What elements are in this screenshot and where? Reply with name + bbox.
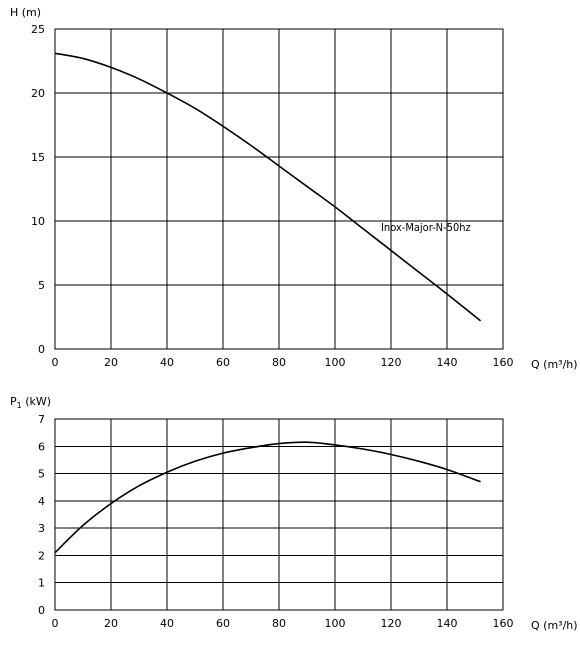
head-y-tick-label: 20 [31, 87, 45, 100]
power-x-tick-label: 80 [272, 617, 286, 630]
power-y-tick-label: 6 [38, 440, 45, 453]
power-x-tick-label: 100 [325, 617, 346, 630]
power-y-axis-label: P1 (kW) [10, 395, 51, 410]
power-x-tick-label: 160 [493, 617, 514, 630]
head-x-tick-label: 40 [160, 356, 174, 369]
power-y-tick-label: 0 [38, 604, 45, 617]
head-x-tick-label: 160 [493, 356, 514, 369]
power-x-tick-label: 20 [104, 617, 118, 630]
head-x-tick-label: 0 [52, 356, 59, 369]
power-y-tick-label: 5 [38, 468, 45, 481]
power-y-tick-label: 4 [38, 495, 45, 508]
head-curve-line [54, 52, 482, 322]
head-x-tick-label: 60 [216, 356, 230, 369]
power-x-tick-label: 0 [52, 617, 59, 630]
head-x-tick-label: 80 [272, 356, 286, 369]
head-series-annotation: Inox-Major-N-50hz [381, 221, 471, 234]
head-y-axis-label: H (m) [10, 6, 41, 19]
head-plot-frame [54, 28, 504, 350]
head-y-tick-label: 0 [38, 343, 45, 356]
power-y-tick-label: 2 [38, 549, 45, 562]
head-y-tick-label: 10 [31, 215, 45, 228]
head-y-tick-label: 5 [38, 279, 45, 292]
head-y-tick-label: 15 [31, 151, 45, 164]
head-x-tick-label: 20 [104, 356, 118, 369]
power-x-tick-label: 140 [437, 617, 458, 630]
head-chart: 0 20 40 60 80 100 120 140 160 0 5 10 15 20 25 H (m) Q (m… [10, 6, 578, 371]
power-x-tick-label: 40 [160, 617, 174, 630]
head-x-axis-label: Q (m³/h) [531, 358, 578, 371]
head-y-tick-label: 25 [31, 23, 45, 36]
power-y-tick-label: 3 [38, 522, 45, 535]
power-curve-line [54, 441, 481, 554]
power-y-tick-label: 7 [38, 413, 45, 426]
head-x-tick-label: 140 [437, 356, 458, 369]
power-plot-frame [54, 418, 504, 611]
power-y-tick-label: 1 [38, 577, 45, 590]
head-x-tick-label: 100 [325, 356, 346, 369]
head-x-tick-label: 120 [381, 356, 402, 369]
power-x-tick-label: 60 [216, 617, 230, 630]
power-chart: 0 20 40 60 80 100 120 140 160 0 1 2 3 4 5 6 7 P1 (kW) Q (m… [10, 395, 578, 632]
power-x-tick-label: 120 [381, 617, 402, 630]
power-x-axis-label: Q (m³/h) [531, 619, 578, 632]
